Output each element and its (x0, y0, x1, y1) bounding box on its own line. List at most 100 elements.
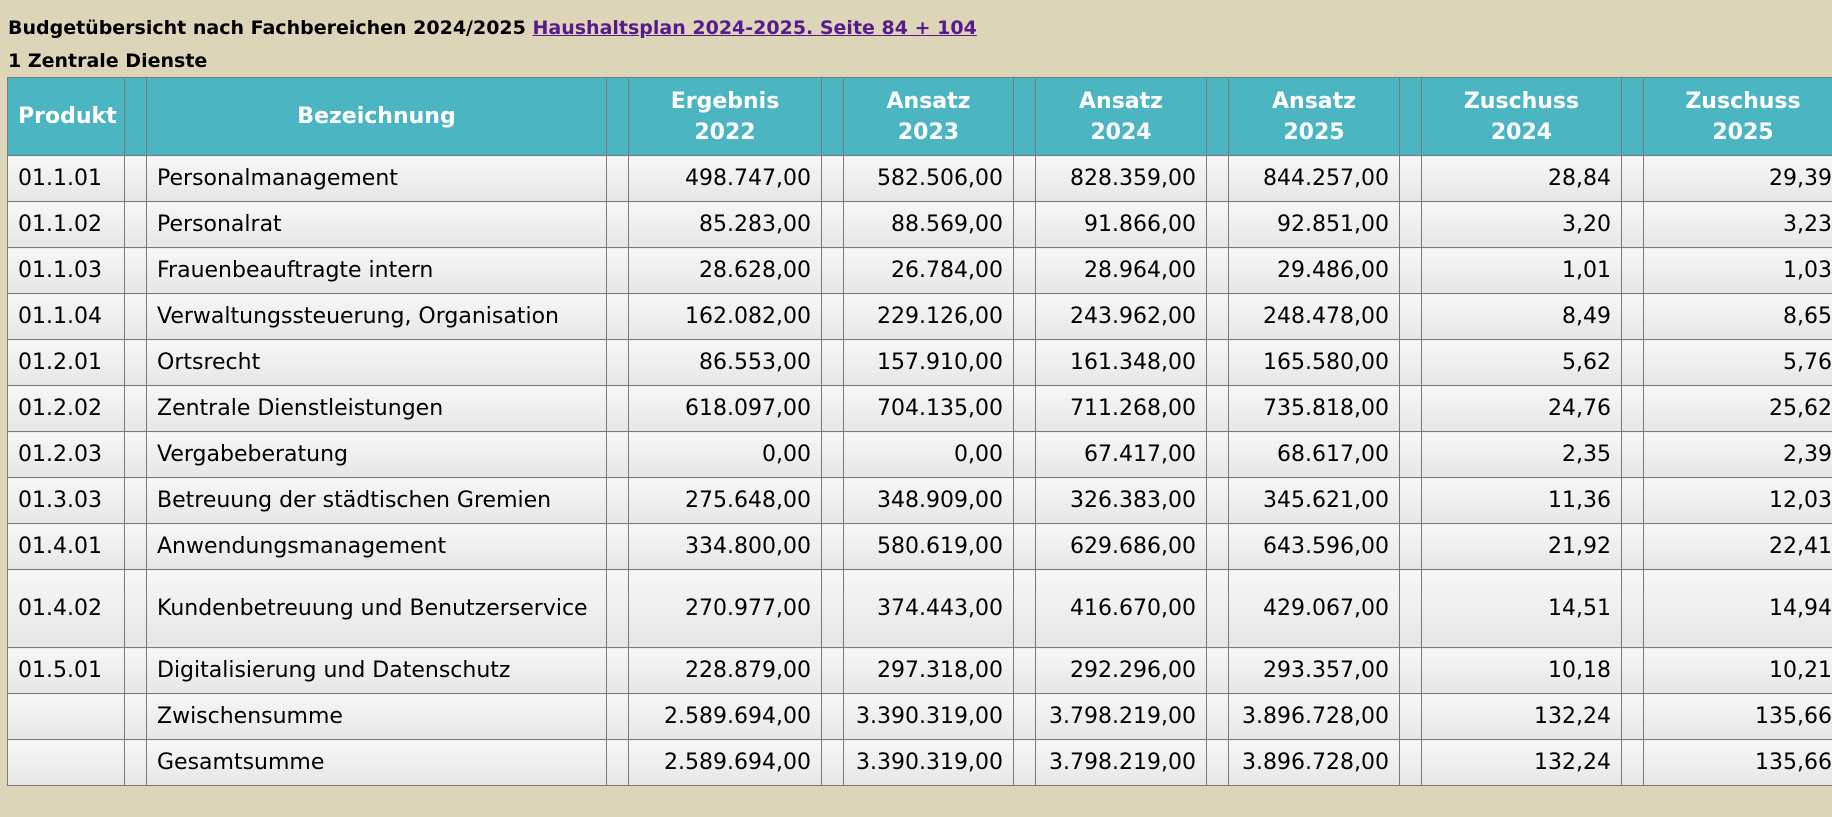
col-header-year: 2025 (1712, 119, 1774, 145)
cell-ansatz-2024: 828.359,00 (1035, 155, 1207, 202)
cell-produkt: 01.2.03 (7, 431, 125, 478)
cell-zuschuss-2025: 1,03 (1643, 247, 1832, 294)
col-header-label: Zuschuss (1463, 88, 1580, 114)
cell-ansatz-2023: 26.784,00 (843, 247, 1014, 294)
cell-ergebnis-2022: 86.553,00 (628, 339, 822, 386)
cell-ansatz-2024: 326.383,00 (1035, 477, 1207, 524)
cell-zuschuss-2024: 14,51 (1421, 569, 1622, 648)
column-spacer (606, 339, 629, 386)
haushaltsplan-link[interactable]: Haushaltsplan 2024-2025. Seite 84 + 104 (532, 17, 977, 39)
cell-ansatz-2024: 28.964,00 (1035, 247, 1207, 294)
column-spacer (821, 523, 844, 570)
column-spacer (1399, 523, 1422, 570)
column-spacer (1013, 693, 1036, 740)
col-header-year: 2025 (1283, 119, 1345, 145)
column-spacer (124, 293, 147, 340)
col-header-ansatz-2024: Ansatz 2024 (1035, 77, 1207, 156)
column-spacer (606, 569, 629, 648)
column-spacer (1206, 647, 1229, 694)
cell-produkt: 01.1.04 (7, 293, 125, 340)
column-spacer (1621, 647, 1644, 694)
cell-ansatz-2025: 3.896.728,00 (1228, 739, 1400, 786)
cell-zuschuss-2025: 8,65 (1643, 293, 1832, 340)
column-spacer (1621, 523, 1644, 570)
cell-ansatz-2023: 88.569,00 (843, 201, 1014, 248)
cell-ansatz-2024: 91.866,00 (1035, 201, 1207, 248)
cell-ansatz-2025: 643.596,00 (1228, 523, 1400, 570)
column-spacer (1013, 247, 1036, 294)
column-spacer (821, 293, 844, 340)
column-spacer (1621, 77, 1644, 156)
column-spacer (1621, 385, 1644, 432)
column-spacer (821, 647, 844, 694)
cell-bezeichnung: Frauenbeauftragte intern (146, 247, 607, 294)
column-spacer (1206, 693, 1229, 740)
cell-produkt: 01.4.02 (7, 569, 125, 648)
cell-zuschuss-2025: 14,94 (1643, 569, 1832, 648)
cell-ansatz-2024: 67.417,00 (1035, 431, 1207, 478)
column-spacer (124, 569, 147, 648)
table-row: 01.5.01 Digitalisierung und Datenschutz 22… (7, 647, 1832, 694)
col-header-ergebnis-2022: Ergebnis 2022 (628, 77, 822, 156)
column-spacer (821, 431, 844, 478)
column-spacer (606, 201, 629, 248)
cell-zuschuss-2025: 10,21 (1643, 647, 1832, 694)
cell-ergebnis-2022: 498.747,00 (628, 155, 822, 202)
col-header-year: 2022 (694, 119, 756, 145)
column-spacer (124, 647, 147, 694)
column-spacer (124, 201, 147, 248)
column-spacer (124, 431, 147, 478)
column-spacer (124, 693, 147, 740)
cell-produkt: 01.5.01 (7, 647, 125, 694)
column-spacer (606, 523, 629, 570)
cell-ergebnis-2022: 334.800,00 (628, 523, 822, 570)
table-row: 01.2.01 Ortsrecht 86.553,00 157.910,00 161.3… (7, 339, 1832, 386)
cell-bezeichnung: Zwischensumme (146, 693, 607, 740)
column-spacer (1013, 385, 1036, 432)
column-spacer (1013, 647, 1036, 694)
column-spacer (606, 155, 629, 202)
cell-ansatz-2025: 429.067,00 (1228, 569, 1400, 648)
cell-ansatz-2023: 374.443,00 (843, 569, 1014, 648)
cell-bezeichnung: Gesamtsumme (146, 739, 607, 786)
table-row: 01.4.02 Kundenbetreuung und Benutzerservi… (7, 569, 1832, 648)
column-spacer (1399, 477, 1422, 524)
cell-zuschuss-2024: 10,18 (1421, 647, 1622, 694)
cell-bezeichnung: Personalrat (146, 201, 607, 248)
column-spacer (1013, 569, 1036, 648)
cell-zuschuss-2024: 1,01 (1421, 247, 1622, 294)
cell-ergebnis-2022: 2.589.694,00 (628, 739, 822, 786)
column-spacer (1206, 569, 1229, 648)
column-spacer (1206, 385, 1229, 432)
cell-ergebnis-2022: 618.097,00 (628, 385, 822, 432)
table-header-row: Produkt Bezeichnung Ergebnis 2022 Ansatz 2… (7, 77, 1832, 156)
column-spacer (606, 693, 629, 740)
column-spacer (1621, 293, 1644, 340)
column-spacer (821, 569, 844, 648)
cell-ansatz-2025: 92.851,00 (1228, 201, 1400, 248)
cell-ansatz-2023: 582.506,00 (843, 155, 1014, 202)
cell-ansatz-2025: 345.621,00 (1228, 477, 1400, 524)
column-spacer (1206, 155, 1229, 202)
cell-produkt: 01.1.02 (7, 201, 125, 248)
col-header-zuschuss-2024: Zuschuss 2024 (1421, 77, 1622, 156)
column-spacer (821, 477, 844, 524)
column-spacer (1399, 385, 1422, 432)
column-spacer (124, 739, 147, 786)
column-spacer (1399, 155, 1422, 202)
cell-zuschuss-2025: 12,03 (1643, 477, 1832, 524)
cell-ansatz-2025: 3.896.728,00 (1228, 693, 1400, 740)
column-spacer (821, 739, 844, 786)
column-spacer (1013, 523, 1036, 570)
col-header-label: Ansatz (1079, 88, 1163, 114)
table-row: 01.3.03 Betreuung der städtischen Gremien… (7, 477, 1832, 524)
cell-ansatz-2023: 157.910,00 (843, 339, 1014, 386)
cell-zuschuss-2025: 3,23 (1643, 201, 1832, 248)
cell-zuschuss-2025: 29,39 (1643, 155, 1832, 202)
column-spacer (1399, 431, 1422, 478)
cell-zuschuss-2025: 5,76 (1643, 339, 1832, 386)
cell-ansatz-2024: 3.798.219,00 (1035, 739, 1207, 786)
column-spacer (124, 155, 147, 202)
column-spacer (1621, 201, 1644, 248)
page-header: Budgetübersicht nach Fachbereichen 2024/… (8, 17, 977, 39)
